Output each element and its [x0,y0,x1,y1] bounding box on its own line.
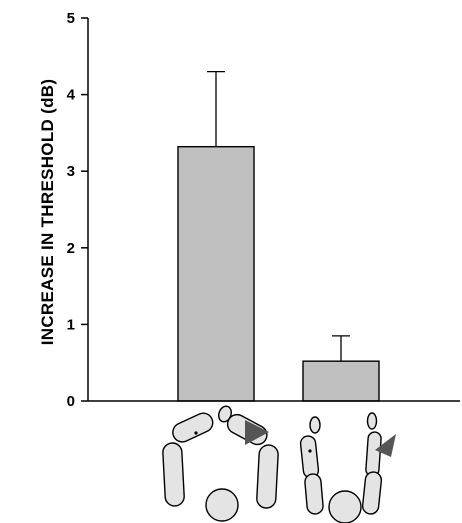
y-axis-label: INCREASE IN THRESHOLD (dB) [38,79,57,346]
y-tick-label: 3 [67,163,75,180]
bar-arms-raised-posture [302,360,380,402]
y-tick-label: 5 [67,10,75,27]
error-bars [207,70,350,362]
arms-raised-figure-icon [299,412,396,523]
y-tick-label: 4 [67,87,76,104]
arms-joined-figure-icon [162,405,279,522]
bar-arms-joined-posture [177,145,255,402]
y-tick-label: 2 [67,240,75,257]
arrow-icon [375,434,396,457]
arrow-icon [245,420,269,445]
y-axis-ticks: 0 1 2 3 4 5 [67,10,88,410]
y-tick-label: 1 [67,316,75,333]
bars [177,145,380,402]
y-tick-label: 0 [67,393,75,410]
